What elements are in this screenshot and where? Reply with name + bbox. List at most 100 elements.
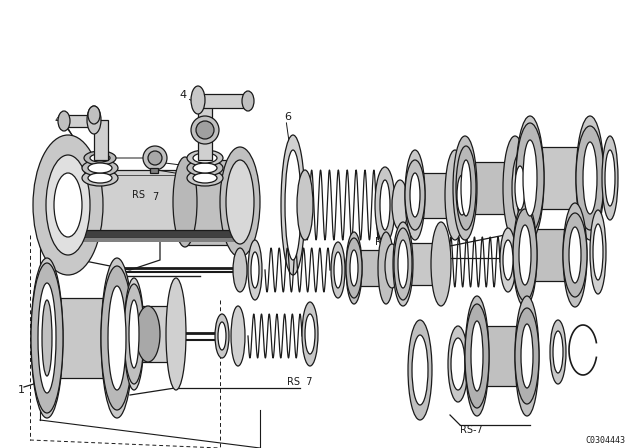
Ellipse shape <box>297 170 313 240</box>
Ellipse shape <box>193 163 217 173</box>
Ellipse shape <box>191 116 219 144</box>
Ellipse shape <box>220 147 260 257</box>
Ellipse shape <box>465 296 489 416</box>
Ellipse shape <box>334 252 342 288</box>
Ellipse shape <box>187 170 223 186</box>
Ellipse shape <box>471 321 483 391</box>
Ellipse shape <box>251 252 259 288</box>
Ellipse shape <box>500 228 516 292</box>
Text: 3: 3 <box>55 150 62 160</box>
Bar <box>68 238 240 242</box>
Ellipse shape <box>54 173 82 237</box>
Ellipse shape <box>42 300 52 376</box>
Ellipse shape <box>576 116 604 240</box>
Ellipse shape <box>187 160 223 176</box>
Ellipse shape <box>456 146 476 230</box>
Ellipse shape <box>393 222 413 306</box>
Ellipse shape <box>412 335 428 405</box>
Ellipse shape <box>196 121 214 139</box>
Ellipse shape <box>563 203 587 307</box>
Bar <box>94 120 108 160</box>
Text: 3: 3 <box>150 157 157 167</box>
Bar <box>68 230 240 238</box>
Ellipse shape <box>87 106 101 134</box>
Bar <box>64 115 94 127</box>
Ellipse shape <box>58 111 70 131</box>
Ellipse shape <box>380 180 390 230</box>
Bar <box>403 243 441 285</box>
Bar <box>198 94 248 108</box>
Ellipse shape <box>398 240 408 288</box>
Ellipse shape <box>512 153 528 223</box>
Ellipse shape <box>515 308 539 404</box>
Ellipse shape <box>331 242 345 298</box>
Ellipse shape <box>405 160 425 230</box>
Ellipse shape <box>453 136 477 240</box>
Ellipse shape <box>166 278 186 390</box>
Ellipse shape <box>124 284 144 384</box>
Text: RS: RS <box>132 190 145 200</box>
Ellipse shape <box>31 258 63 418</box>
Ellipse shape <box>82 160 118 176</box>
Ellipse shape <box>513 203 537 307</box>
Ellipse shape <box>516 123 544 233</box>
Ellipse shape <box>563 213 587 297</box>
Ellipse shape <box>465 304 489 408</box>
Ellipse shape <box>193 173 217 183</box>
Ellipse shape <box>523 140 537 216</box>
Ellipse shape <box>38 283 56 393</box>
Ellipse shape <box>392 180 408 230</box>
Ellipse shape <box>129 300 139 368</box>
Ellipse shape <box>90 154 110 162</box>
Ellipse shape <box>242 91 254 111</box>
Ellipse shape <box>405 150 425 240</box>
Bar <box>354 250 386 286</box>
Bar <box>525 229 575 281</box>
Ellipse shape <box>593 224 603 280</box>
Text: RS-7: RS-7 <box>460 425 483 435</box>
Ellipse shape <box>101 266 133 410</box>
Ellipse shape <box>101 258 133 418</box>
Ellipse shape <box>385 244 399 288</box>
Text: RS  7: RS 7 <box>375 237 401 247</box>
Ellipse shape <box>503 240 513 280</box>
Ellipse shape <box>350 250 358 286</box>
Bar <box>477 326 527 386</box>
Ellipse shape <box>305 314 315 354</box>
Bar <box>47 298 117 378</box>
Ellipse shape <box>215 314 229 358</box>
Ellipse shape <box>375 167 395 243</box>
Ellipse shape <box>148 151 162 165</box>
Ellipse shape <box>346 238 362 298</box>
Ellipse shape <box>553 331 563 373</box>
Ellipse shape <box>431 222 451 306</box>
Text: 2: 2 <box>55 158 62 168</box>
Ellipse shape <box>515 296 539 416</box>
Bar <box>185 160 240 245</box>
Ellipse shape <box>108 286 126 390</box>
Ellipse shape <box>136 306 160 362</box>
Ellipse shape <box>521 324 533 388</box>
Ellipse shape <box>187 150 223 166</box>
Ellipse shape <box>248 240 262 300</box>
Ellipse shape <box>226 160 254 244</box>
Ellipse shape <box>451 338 465 390</box>
Bar <box>198 100 212 160</box>
Ellipse shape <box>231 306 245 366</box>
Ellipse shape <box>515 166 525 210</box>
Ellipse shape <box>346 232 362 304</box>
Ellipse shape <box>218 322 226 350</box>
Text: 1: 1 <box>18 385 25 395</box>
Ellipse shape <box>583 142 597 214</box>
Ellipse shape <box>454 165 470 225</box>
Ellipse shape <box>88 163 112 173</box>
Bar <box>68 170 223 240</box>
Ellipse shape <box>378 232 394 304</box>
Ellipse shape <box>457 175 467 215</box>
Text: 2: 2 <box>150 165 157 175</box>
Ellipse shape <box>550 320 566 384</box>
Ellipse shape <box>285 150 301 260</box>
Ellipse shape <box>445 150 465 240</box>
Ellipse shape <box>605 150 615 206</box>
Ellipse shape <box>516 116 544 240</box>
